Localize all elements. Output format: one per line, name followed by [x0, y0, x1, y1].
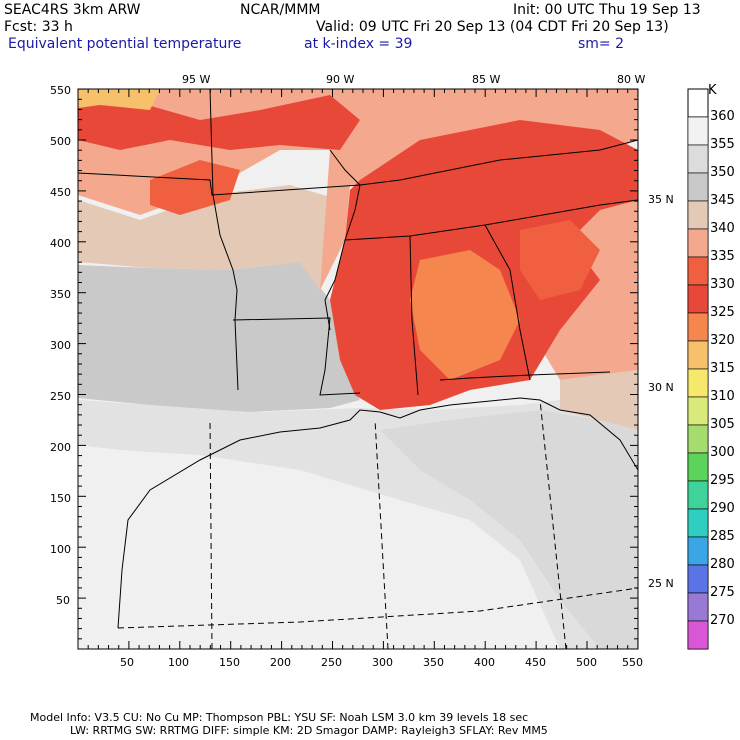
- colorbar-cell: [687, 312, 709, 342]
- colorbar-cell: [687, 508, 709, 538]
- colorbar-cell: [687, 452, 709, 482]
- y-tick-label: 550: [50, 84, 71, 97]
- smoothing: sm= 2: [578, 36, 625, 52]
- colorbar-label: 340: [710, 221, 735, 236]
- x-tick-label: 450: [525, 656, 546, 669]
- colorbar-cell: [687, 536, 709, 566]
- y-tick-label: 250: [50, 390, 71, 403]
- colorbar-cell: [687, 172, 709, 202]
- lon-label: 80 W: [617, 73, 646, 86]
- x-tick-label: 350: [423, 656, 444, 669]
- x-tick-label: 50: [120, 656, 134, 669]
- axis-ticks: [78, 88, 639, 649]
- colorbar-label: 335: [710, 249, 735, 264]
- colorbar-cell: [687, 284, 709, 314]
- colorbar-label: 315: [710, 361, 735, 376]
- y-tick-label: 50: [56, 594, 70, 607]
- y-tick-label: 400: [50, 237, 71, 250]
- colorbar-cell: [687, 144, 709, 174]
- x-tick-label: 550: [622, 656, 643, 669]
- valid-time: Valid: 09 UTC Fri 20 Sep 13 (04 CDT Fri …: [316, 19, 669, 35]
- lat-lon-grid: [117, 399, 639, 650]
- model-info-line2: LW: RRTMG SW: RRTMG DIFF: simple KM: 2D …: [70, 724, 548, 737]
- y-tick-label: 200: [50, 441, 71, 454]
- colorbar-label: 320: [710, 333, 735, 348]
- y-tick-label: 150: [50, 492, 71, 505]
- lon-label: 95 W: [182, 73, 211, 86]
- colorbar-cell: [687, 620, 709, 650]
- colorbar: [687, 88, 709, 650]
- colorbar-label: 360: [710, 109, 735, 124]
- field-name: Equivalent potential temperature: [8, 36, 242, 52]
- organization: NCAR/MMM: [240, 2, 321, 18]
- colorbar-cell: [687, 564, 709, 594]
- lat-label: 35 N: [648, 193, 674, 206]
- colorbar-cell: [687, 480, 709, 510]
- colorbar-label: 290: [710, 501, 735, 516]
- colorbar-label: 310: [710, 389, 735, 404]
- colorbar-label: 345: [710, 193, 735, 208]
- y-tick-label: 350: [50, 288, 71, 301]
- colorbar-label: 300: [710, 445, 735, 460]
- colorbar-label: 305: [710, 417, 735, 432]
- colorbar-cell: [687, 228, 709, 258]
- lon-label: 85 W: [472, 73, 501, 86]
- colorbar-label: 280: [710, 557, 735, 572]
- colorbar-label: 285: [710, 529, 735, 544]
- y-tick-label: 100: [50, 543, 71, 556]
- colorbar-cell: [687, 116, 709, 146]
- colorbar-label: 270: [710, 613, 735, 628]
- colorbar-label: 275: [710, 585, 735, 600]
- x-tick-label: 400: [474, 656, 495, 669]
- x-tick-label: 200: [270, 656, 291, 669]
- colorbar-label: 295: [710, 473, 735, 488]
- colorbar-cell: [687, 88, 709, 118]
- y-tick-label: 500: [50, 135, 71, 148]
- model-name: SEAC4RS 3km ARW: [4, 2, 141, 18]
- x-tick-label: 100: [168, 656, 189, 669]
- lat-label: 25 N: [648, 577, 674, 590]
- colorbar-label: 325: [710, 305, 735, 320]
- model-info-line1: Model Info: V3.5 CU: No Cu MP: Thompson …: [30, 711, 529, 724]
- colorbar-cell: [687, 396, 709, 426]
- colorbar-label: 330: [710, 277, 735, 292]
- y-tick-label: 450: [50, 186, 71, 199]
- y-tick-label: 300: [50, 339, 71, 352]
- colorbar-cell: [687, 592, 709, 622]
- x-tick-label: 250: [321, 656, 342, 669]
- colorbar-cell: [687, 200, 709, 230]
- colorbar-cell: [687, 256, 709, 286]
- lat-label: 30 N: [648, 381, 674, 394]
- x-tick-label: 300: [372, 656, 393, 669]
- colorbar-unit: K: [708, 83, 717, 98]
- colorbar-cell: [687, 424, 709, 454]
- forecast-hour: Fcst: 33 h: [4, 19, 73, 35]
- theta-e-field: [78, 89, 638, 649]
- boundaries: [78, 89, 638, 629]
- level-index: at k-index = 39: [304, 36, 413, 52]
- colorbar-cell: [687, 340, 709, 370]
- x-tick-label: 150: [219, 656, 240, 669]
- colorbar-cell: [687, 368, 709, 398]
- colorbar-label: 350: [710, 165, 735, 180]
- init-time: Init: 00 UTC Thu 19 Sep 13: [513, 2, 701, 18]
- lon-label: 90 W: [326, 73, 355, 86]
- colorbar-label: 355: [710, 137, 735, 152]
- plot-frame: [77, 88, 639, 650]
- x-tick-label: 500: [576, 656, 597, 669]
